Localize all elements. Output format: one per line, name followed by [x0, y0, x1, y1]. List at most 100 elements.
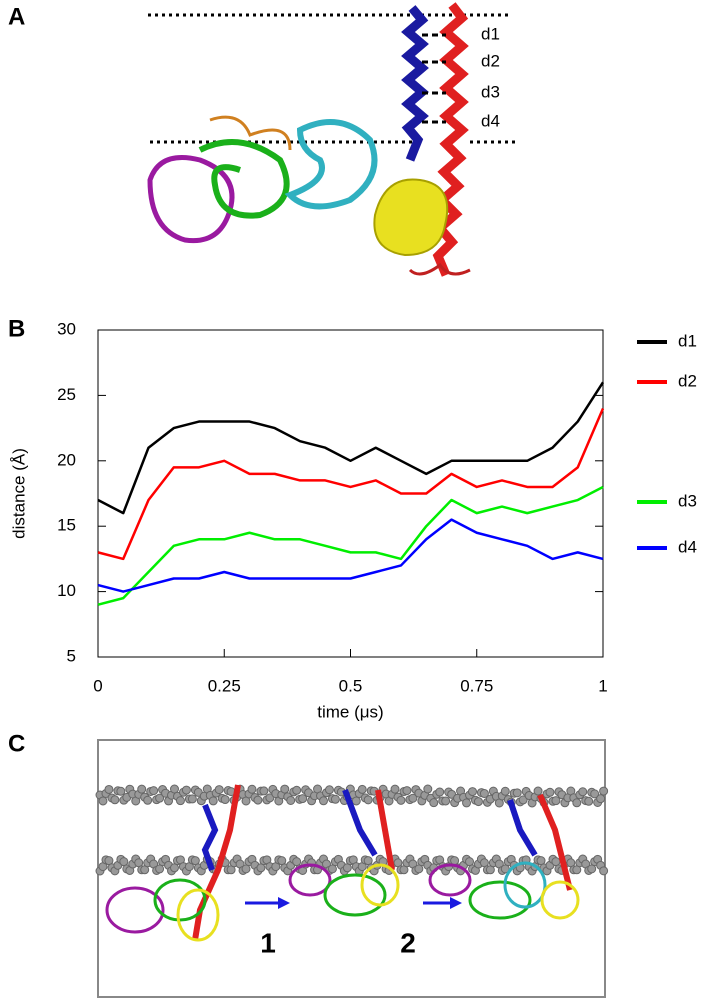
legend-label: d2 — [678, 371, 697, 390]
membrane-decoration — [473, 797, 483, 807]
legend-label: d1 — [678, 331, 697, 350]
series-line — [97, 407, 605, 561]
series-line — [97, 485, 604, 606]
membrane-decoration — [265, 793, 275, 803]
membrane-decoration — [479, 789, 489, 799]
series-line — [97, 381, 605, 515]
membrane-decoration — [110, 795, 120, 805]
membrane-decoration — [429, 798, 439, 808]
membrane-decoration — [540, 880, 580, 920]
membrane-decoration — [323, 873, 387, 917]
membrane-decoration — [175, 796, 185, 806]
membrane-decoration — [357, 784, 367, 794]
membrane-decoration — [396, 795, 406, 805]
distance-label: d2 — [481, 51, 500, 70]
membrane-decoration — [599, 786, 609, 796]
membrane-decoration — [537, 793, 573, 891]
membrane-decoration — [259, 786, 269, 796]
membrane-decoration — [590, 789, 600, 799]
membrane-decoration — [201, 803, 219, 871]
membrane-decoration — [596, 794, 606, 804]
y-tick-label: 25 — [57, 385, 76, 404]
membrane-decoration — [578, 787, 588, 797]
membrane-decoration — [462, 798, 472, 808]
membrane-decoration — [208, 796, 218, 806]
panel-label: A — [8, 3, 25, 30]
x-tick-label: 0.5 — [339, 676, 363, 695]
distance-label: d1 — [481, 24, 500, 43]
distance-label: d4 — [481, 111, 500, 130]
series-line — [97, 518, 604, 593]
membrane-decoration — [500, 786, 510, 796]
y-tick-label: 15 — [57, 516, 76, 535]
membrane-decoration — [176, 888, 220, 942]
y-tick-label: 10 — [57, 581, 76, 600]
y-tick-label: 20 — [57, 450, 76, 469]
x-tick-label: 0.25 — [208, 676, 241, 695]
panel-a-illustration — [147, 2, 515, 277]
membrane-decoration — [512, 788, 522, 798]
membrane-decoration — [507, 799, 538, 857]
membrane-decoration — [105, 886, 165, 934]
y-tick-label: 5 — [67, 646, 76, 665]
panel-c-illustration — [95, 739, 609, 998]
membrane-decoration — [247, 784, 257, 794]
membrane-decoration — [181, 785, 191, 795]
membrane-decoration — [375, 789, 395, 871]
membrane-decoration — [292, 785, 302, 795]
membrane-decoration — [408, 793, 418, 803]
membrane-decoration — [104, 784, 114, 794]
plot-frame — [97, 329, 604, 658]
membrane-decoration — [584, 796, 594, 806]
step-label: 1 — [260, 927, 276, 958]
membrane-decoration — [518, 795, 528, 805]
membrane-decoration — [363, 795, 373, 805]
membrane-decoration — [533, 786, 543, 796]
x-tick-label: 0.75 — [460, 676, 493, 695]
membrane-decoration — [545, 787, 555, 797]
membrane-decoration — [503, 861, 547, 909]
membrane-decoration — [214, 785, 224, 795]
membrane-decoration — [351, 796, 361, 806]
membrane-decoration — [428, 863, 472, 897]
membrane-decoration — [324, 785, 334, 795]
membrane-decoration — [149, 786, 159, 796]
membrane-decoration — [572, 798, 582, 808]
membrane-decoration — [116, 786, 126, 796]
membrane-decoration — [390, 784, 400, 794]
panel-label: C — [8, 730, 25, 757]
membrane-decoration — [286, 795, 296, 805]
membrane-decoration — [360, 863, 400, 907]
membrane-decoration — [143, 795, 153, 805]
membrane-decoration — [153, 878, 207, 922]
x-tick-label: 1 — [598, 676, 607, 695]
membrane-decoration — [98, 796, 108, 806]
x-axis-label: time (μs) — [317, 702, 383, 721]
membrane-decoration — [450, 897, 462, 909]
membrane-decoration — [319, 796, 328, 806]
membrane-decoration — [468, 787, 477, 797]
membrane-decoration — [288, 863, 332, 897]
legend-label: d4 — [678, 537, 697, 556]
membrane-decoration — [551, 796, 561, 806]
membrane-decoration — [192, 784, 241, 941]
membrane-decoration — [435, 787, 445, 797]
membrane-decoration — [402, 786, 412, 796]
y-axis-label: distance (Å) — [9, 448, 28, 539]
membrane-decoration — [423, 784, 433, 794]
membrane-decoration — [342, 788, 378, 857]
membrane-decoration — [187, 794, 197, 804]
step-label: 2 — [400, 927, 416, 958]
legend-label: d3 — [678, 491, 697, 510]
membrane-decoration — [441, 796, 451, 806]
membrane-decoration — [137, 784, 147, 794]
membrane-decoration — [468, 880, 532, 920]
membrane-decoration — [599, 866, 609, 876]
chart: 5 10 15 20 25 30 0 0.25 0.5 0.75 1 time (μs) distanc… — [9, 319, 696, 721]
membrane-decoration — [155, 793, 165, 803]
y-tick-label: 30 — [57, 319, 76, 338]
membrane-decoration — [298, 794, 308, 804]
membrane-decoration — [330, 794, 340, 804]
membrane-decoration — [220, 795, 230, 805]
